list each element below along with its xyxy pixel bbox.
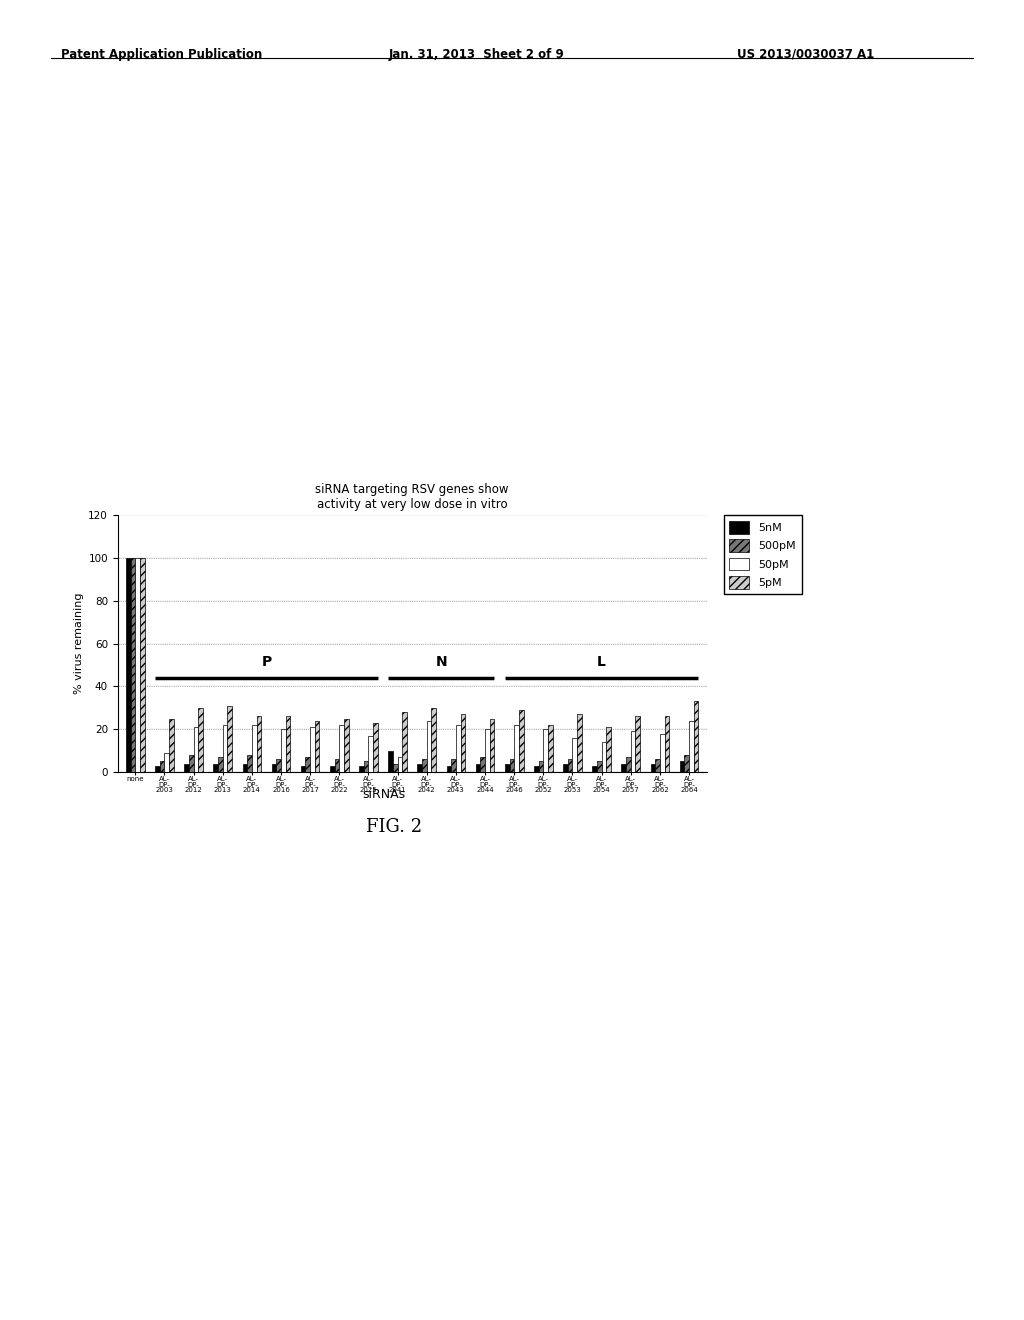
Bar	[597, 762, 602, 772]
Bar	[446, 766, 452, 772]
Bar	[184, 763, 188, 772]
Bar	[684, 755, 689, 772]
Bar	[693, 701, 698, 772]
Bar	[199, 708, 203, 772]
Text: US 2013/0030037 A1: US 2013/0030037 A1	[737, 48, 874, 61]
Bar	[510, 759, 514, 772]
Bar	[310, 727, 314, 772]
Bar	[339, 725, 344, 772]
Bar	[665, 717, 670, 772]
Bar	[344, 718, 348, 772]
Text: Patent Application Publication: Patent Application Publication	[61, 48, 263, 61]
Bar	[359, 766, 364, 772]
Bar	[218, 758, 222, 772]
Bar	[256, 717, 261, 772]
Bar	[568, 759, 572, 772]
Bar	[489, 718, 495, 772]
Text: FIG. 2: FIG. 2	[367, 818, 422, 837]
Bar	[213, 763, 218, 772]
Bar	[572, 738, 578, 772]
Bar	[514, 725, 519, 772]
Bar	[602, 742, 606, 772]
Bar	[548, 725, 553, 772]
Bar	[169, 718, 174, 772]
Bar	[373, 723, 378, 772]
Bar	[427, 721, 431, 772]
Bar	[160, 762, 165, 772]
Bar	[301, 766, 305, 772]
Bar	[622, 763, 626, 772]
Y-axis label: % virus remaining: % virus remaining	[74, 593, 84, 694]
Bar	[140, 557, 144, 772]
Bar	[364, 762, 369, 772]
Bar	[631, 731, 636, 772]
Bar	[393, 763, 397, 772]
Bar	[476, 763, 480, 772]
Bar	[534, 766, 539, 772]
Bar	[252, 725, 256, 772]
Text: N: N	[435, 655, 447, 669]
Bar	[592, 766, 597, 772]
Bar	[388, 751, 393, 772]
Bar	[578, 714, 582, 772]
Bar	[165, 752, 169, 772]
Legend: 5nM, 500pM, 50pM, 5pM: 5nM, 500pM, 50pM, 5pM	[724, 515, 802, 594]
Bar	[243, 763, 247, 772]
Bar	[418, 763, 422, 772]
Bar	[689, 721, 693, 772]
Bar	[480, 758, 485, 772]
Bar	[485, 729, 489, 772]
Text: Jan. 31, 2013  Sheet 2 of 9: Jan. 31, 2013 Sheet 2 of 9	[389, 48, 565, 61]
Bar	[271, 763, 276, 772]
Bar	[281, 729, 286, 772]
Bar	[402, 713, 407, 772]
Bar	[330, 766, 335, 772]
Text: siRNAs: siRNAs	[362, 788, 406, 801]
Bar	[539, 762, 544, 772]
Bar	[397, 758, 402, 772]
Bar	[155, 766, 160, 772]
Bar	[606, 727, 611, 772]
Bar	[519, 710, 523, 772]
Bar	[650, 763, 655, 772]
Bar	[544, 729, 548, 772]
Bar	[135, 557, 140, 772]
Bar	[222, 725, 227, 772]
Bar	[680, 762, 684, 772]
Bar	[456, 725, 461, 772]
Bar	[626, 758, 631, 772]
Text: L: L	[597, 655, 606, 669]
Bar	[422, 759, 427, 772]
Bar	[452, 759, 456, 772]
Bar	[131, 557, 135, 772]
Bar	[461, 714, 465, 772]
Title: siRNA targeting RSV genes show
activity at very low dose in vitro: siRNA targeting RSV genes show activity …	[315, 483, 509, 511]
Bar	[563, 763, 568, 772]
Bar	[276, 759, 281, 772]
Bar	[227, 706, 232, 772]
Bar	[188, 755, 194, 772]
Bar	[126, 557, 131, 772]
Bar	[369, 735, 373, 772]
Bar	[335, 759, 339, 772]
Bar	[314, 721, 319, 772]
Bar	[194, 727, 199, 772]
Bar	[636, 717, 640, 772]
Bar	[286, 717, 291, 772]
Text: P: P	[261, 655, 271, 669]
Bar	[431, 708, 436, 772]
Bar	[659, 734, 665, 772]
Bar	[305, 758, 310, 772]
Bar	[655, 759, 659, 772]
Bar	[247, 755, 252, 772]
Bar	[505, 763, 510, 772]
